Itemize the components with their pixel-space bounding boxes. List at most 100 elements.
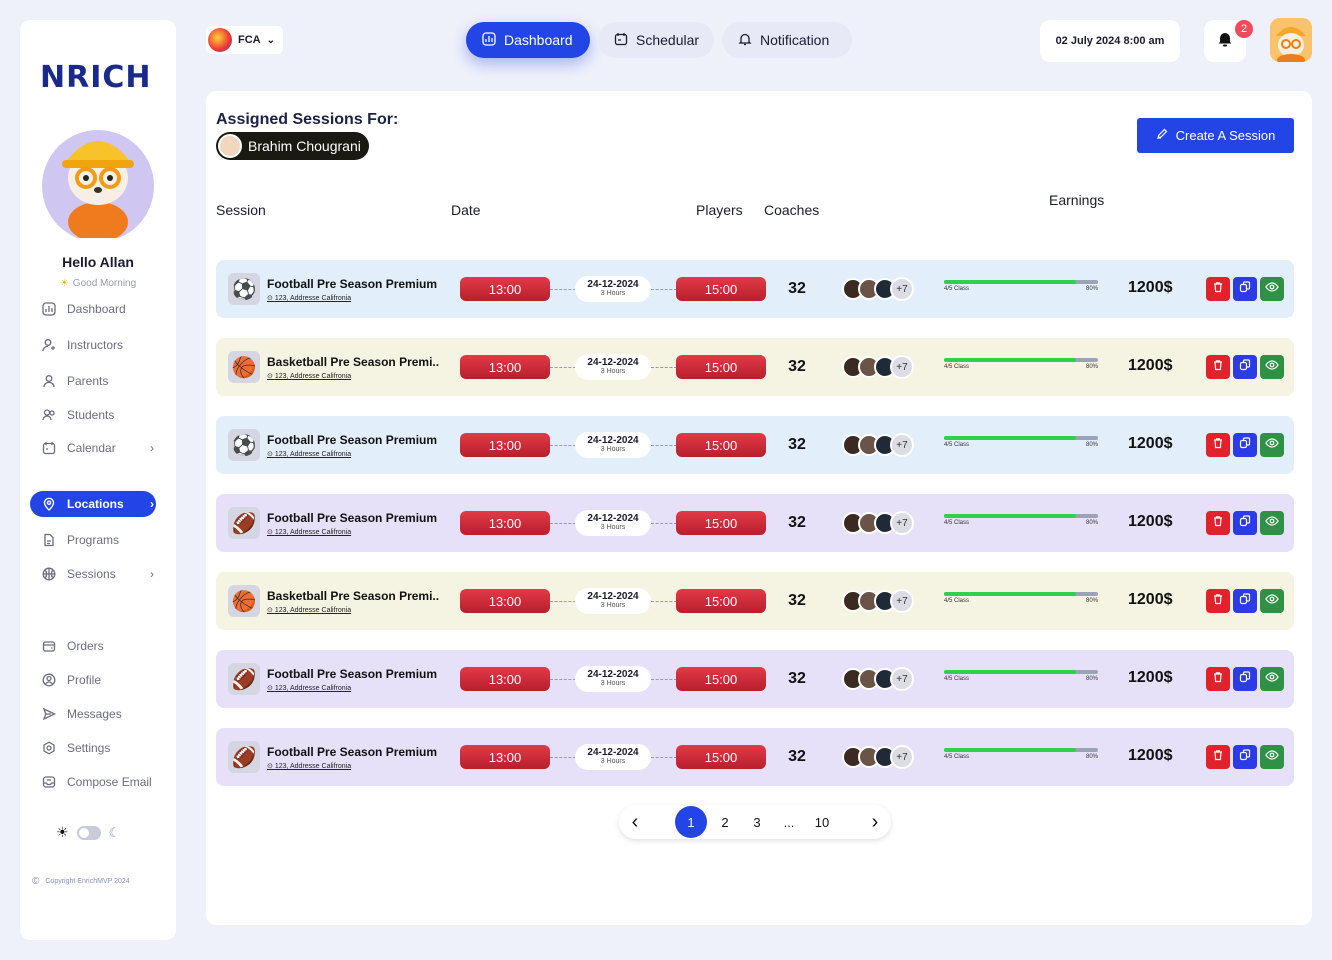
class-count: 4/5 Class — [944, 442, 970, 448]
start-time: 13:00 — [460, 433, 550, 457]
progress-percent: 80% — [1085, 598, 1098, 604]
sidebar-item-dashboard[interactable]: Dashboard — [30, 296, 156, 322]
table-row[interactable]: 🏀 Basketball Pre Season Premi.. ⊙ 123, Add… — [216, 338, 1294, 396]
american-football-ball-icon: 🏈 — [228, 663, 260, 695]
timeline-connector — [651, 445, 677, 446]
sidebar-item-programs[interactable]: Programs — [30, 527, 156, 553]
view-button[interactable] — [1260, 511, 1284, 535]
sidebar-item-settings[interactable]: Settings — [30, 735, 156, 761]
view-button[interactable] — [1260, 589, 1284, 613]
session-address[interactable]: ⊙ 123, Addresse Califronia — [267, 528, 351, 536]
players-count: 32 — [788, 358, 806, 375]
tab-schedular[interactable]: Schedular — [598, 22, 714, 58]
session-address[interactable]: ⊙ 123, Addresse Califronia — [267, 684, 351, 692]
copy-icon — [1239, 436, 1251, 454]
timeline-connector — [651, 757, 677, 758]
duplicate-button[interactable] — [1233, 511, 1257, 535]
start-time: 13:00 — [460, 589, 550, 613]
coach-avatars[interactable]: +7 — [842, 744, 914, 770]
duplicate-button[interactable] — [1233, 433, 1257, 457]
sidebar-item-compose-email[interactable]: Compose Email — [30, 769, 156, 795]
table-row[interactable]: ⚽ Football Pre Season Premium ⊙ 123, Addre… — [216, 260, 1294, 318]
soccer-ball-icon: ⚽ — [228, 429, 260, 461]
coach-avatars[interactable]: +7 — [842, 276, 914, 302]
prev-page-button[interactable]: ‹ — [623, 805, 647, 839]
table-row[interactable]: 🏈 Football Pre Season Premium ⊙ 123, Addre… — [216, 494, 1294, 552]
earnings-value: 1200$ — [1128, 747, 1173, 764]
more-coaches: +7 — [890, 277, 914, 301]
delete-button[interactable] — [1206, 433, 1230, 457]
sidebar-item-students[interactable]: Students — [30, 402, 156, 428]
club-selector[interactable]: FCA ⌄ — [206, 26, 283, 54]
sidebar-item-label: Dashboard — [67, 302, 126, 316]
duplicate-button[interactable] — [1233, 667, 1257, 691]
session-address[interactable]: ⊙ 123, Addresse Califronia — [267, 606, 351, 614]
page-button[interactable]: 1 — [675, 806, 707, 838]
table-row[interactable]: 🏈 Football Pre Season Premium ⊙ 123, Addre… — [216, 728, 1294, 786]
players-count: 32 — [788, 670, 806, 687]
sidebar-item-messages[interactable]: Messages — [30, 701, 156, 727]
view-button[interactable] — [1260, 277, 1284, 301]
session-address[interactable]: ⊙ 123, Addresse Califronia — [267, 450, 351, 458]
theme-toggle[interactable] — [76, 825, 101, 840]
table-row[interactable]: 🏀 Basketball Pre Season Premi.. ⊙ 123, Add… — [216, 572, 1294, 630]
sidebar-item-locations[interactable]: Locations › — [30, 491, 156, 517]
coach-avatars[interactable]: +7 — [842, 588, 914, 614]
page-button[interactable]: 10 — [814, 814, 830, 830]
coach-avatars[interactable]: +7 — [842, 432, 914, 458]
delete-button[interactable] — [1206, 745, 1230, 769]
next-page-button[interactable]: › — [863, 805, 887, 839]
chart-icon — [482, 31, 496, 49]
tab-notification[interactable]: Notification — [722, 22, 852, 58]
date-value: 24-12-2024 — [587, 591, 639, 602]
view-button[interactable] — [1260, 355, 1284, 379]
table-row[interactable]: 🏈 Football Pre Season Premium ⊙ 123, Addre… — [216, 650, 1294, 708]
delete-button[interactable] — [1206, 589, 1230, 613]
duplicate-button[interactable] — [1233, 355, 1257, 379]
view-button[interactable] — [1260, 433, 1284, 457]
view-button[interactable] — [1260, 667, 1284, 691]
delete-button[interactable] — [1206, 355, 1230, 379]
copyright: © Copyright EnrichMVP 2024 — [32, 876, 130, 887]
sidebar-item-calendar[interactable]: Calendar › — [30, 435, 156, 461]
eye-icon — [1265, 670, 1279, 688]
sidebar-item-parents[interactable]: Parents — [30, 368, 156, 394]
bell-icon — [1217, 31, 1233, 52]
page-button[interactable]: 2 — [721, 814, 729, 830]
coach-avatars[interactable]: +7 — [842, 510, 914, 536]
create-session-button[interactable]: Create A Session — [1137, 118, 1294, 153]
document-icon — [40, 531, 58, 549]
class-count: 4/5 Class — [944, 754, 970, 760]
sidebar-item-profile[interactable]: Profile — [30, 667, 156, 693]
chevron-right-icon: › — [150, 441, 154, 455]
table-row[interactable]: ⚽ Football Pre Season Premium ⊙ 123, Addre… — [216, 416, 1294, 474]
sidebar-item-instructors[interactable]: Instructors — [30, 332, 156, 358]
sidebar-item-sessions[interactable]: Sessions › — [30, 561, 156, 587]
coach-avatars[interactable]: +7 — [842, 354, 914, 380]
person-avatar — [218, 134, 242, 158]
session-address[interactable]: ⊙ 123, Addresse Califronia — [267, 762, 351, 770]
eye-icon — [1265, 280, 1279, 298]
session-address[interactable]: ⊙ 123, Addresse Califronia — [267, 294, 351, 302]
coach-avatars[interactable]: +7 — [842, 666, 914, 692]
tab-dashboard[interactable]: Dashboard — [466, 22, 590, 58]
avatar[interactable] — [1270, 18, 1312, 62]
american-football-ball-icon: 🏈 — [228, 507, 260, 539]
brand-logo[interactable]: NRICH — [40, 60, 152, 95]
assigned-person-chip[interactable]: Brahim Chougrani — [216, 132, 369, 160]
delete-button[interactable] — [1206, 667, 1230, 691]
delete-button[interactable] — [1206, 511, 1230, 535]
calendar-icon — [40, 439, 58, 457]
view-button[interactable] — [1260, 745, 1284, 769]
page-button[interactable]: 3 — [753, 814, 761, 830]
duplicate-button[interactable] — [1233, 277, 1257, 301]
delete-button[interactable] — [1206, 277, 1230, 301]
duplicate-button[interactable] — [1233, 745, 1257, 769]
theme-switcher: ☀ ☾ — [56, 824, 120, 841]
session-title: Basketball Pre Season Premi.. — [267, 355, 440, 369]
sidebar-item-orders[interactable]: Orders — [30, 633, 156, 659]
session-address[interactable]: ⊙ 123, Addresse Califronia — [267, 372, 351, 380]
duplicate-button[interactable] — [1233, 589, 1257, 613]
session-date: 24-12-2024 3 Hours — [575, 432, 651, 458]
more-coaches: +7 — [890, 355, 914, 379]
